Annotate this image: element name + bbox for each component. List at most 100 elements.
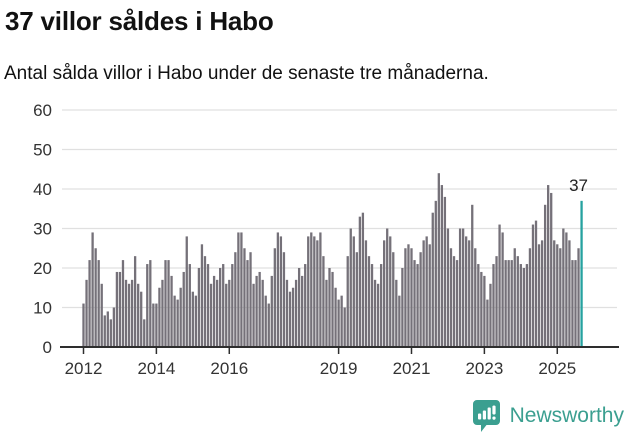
bar xyxy=(228,279,231,347)
bar xyxy=(310,232,313,347)
y-tick-label: 10 xyxy=(33,299,52,318)
bar xyxy=(389,236,392,347)
bar xyxy=(158,287,161,347)
bar xyxy=(97,260,100,347)
y-tick-label: 40 xyxy=(33,180,52,199)
x-tick-label: 2019 xyxy=(320,359,358,378)
bar xyxy=(304,264,307,347)
bar xyxy=(516,256,519,347)
bar xyxy=(246,260,249,347)
bar xyxy=(486,299,489,347)
bar xyxy=(428,244,431,347)
y-tick-label: 50 xyxy=(33,141,52,160)
bar xyxy=(231,264,234,347)
bar xyxy=(565,232,568,347)
bar xyxy=(219,268,222,347)
bar xyxy=(543,204,547,347)
bar xyxy=(367,256,371,347)
bar xyxy=(425,236,428,347)
bar xyxy=(501,232,504,347)
bar xyxy=(164,260,167,347)
bar xyxy=(85,279,88,347)
bar xyxy=(176,299,179,347)
bar xyxy=(465,236,468,347)
x-axis-ticks xyxy=(82,347,559,354)
bar xyxy=(525,264,529,347)
bar xyxy=(458,228,462,347)
bar xyxy=(559,248,562,347)
bar xyxy=(316,240,319,347)
bar xyxy=(319,232,322,347)
bar xyxy=(146,264,149,347)
brand-name: Newsworthy xyxy=(509,404,624,427)
bar xyxy=(252,283,255,347)
bar xyxy=(200,244,204,347)
bar xyxy=(106,311,109,347)
bar xyxy=(474,248,477,347)
bar xyxy=(170,275,173,347)
bar xyxy=(379,264,383,347)
bar xyxy=(127,283,131,347)
bar xyxy=(294,279,298,347)
bar xyxy=(577,248,580,347)
bar xyxy=(422,240,425,347)
bar xyxy=(325,279,328,347)
bar xyxy=(140,291,143,347)
bar xyxy=(522,268,526,347)
chart-plot: 0 10 20 30 40 50 60 2012 2014 2016 2019 2021 2023 202… xyxy=(33,101,619,378)
bar xyxy=(179,287,182,347)
bar xyxy=(197,268,201,347)
bar xyxy=(553,240,556,347)
bar xyxy=(461,228,465,347)
bar xyxy=(161,279,164,347)
bar xyxy=(191,291,194,347)
highlight-bar xyxy=(580,200,583,347)
bar xyxy=(273,248,276,347)
bar xyxy=(143,319,146,347)
bar xyxy=(498,224,501,347)
x-tick-label: 2023 xyxy=(465,359,503,378)
bar xyxy=(349,228,352,347)
y-tick-label: 0 xyxy=(43,338,52,357)
bar xyxy=(540,240,544,347)
bar xyxy=(285,279,289,347)
bar xyxy=(489,283,492,347)
bar xyxy=(307,236,310,347)
chart-subtitle: Antal sålda villor i Habo under de senas… xyxy=(4,63,489,84)
bar xyxy=(112,307,116,347)
bar xyxy=(152,303,155,347)
bar xyxy=(419,252,422,347)
x-tick-label: 2021 xyxy=(393,359,431,378)
bar xyxy=(225,283,228,347)
bar xyxy=(301,275,304,347)
bar xyxy=(547,185,550,347)
bar xyxy=(480,271,483,347)
bar xyxy=(291,287,295,347)
bar xyxy=(534,220,538,347)
bar xyxy=(471,204,474,347)
bar xyxy=(413,260,416,347)
bar xyxy=(124,279,128,347)
bar xyxy=(137,283,140,347)
bar xyxy=(492,264,495,347)
bar xyxy=(255,275,258,347)
bar xyxy=(574,260,577,347)
bar xyxy=(376,283,380,347)
bar xyxy=(155,303,158,347)
bar xyxy=(434,200,437,347)
bar xyxy=(531,224,535,347)
bar xyxy=(222,264,225,347)
bar xyxy=(188,264,191,347)
bar xyxy=(370,264,374,347)
x-axis-labels: 2012 2014 2016 2019 2021 2023 2025 xyxy=(65,359,577,378)
bar xyxy=(468,240,471,347)
bar xyxy=(103,315,106,347)
bar xyxy=(82,303,85,347)
bar-chart: 0 10 20 30 40 50 60 2012 2014 2016 2019 2021 2023 202… xyxy=(0,95,631,395)
bar xyxy=(264,295,267,347)
bar xyxy=(571,260,574,347)
bar xyxy=(328,268,331,347)
bar xyxy=(331,271,334,347)
bar xyxy=(209,283,213,347)
bar xyxy=(431,212,434,347)
